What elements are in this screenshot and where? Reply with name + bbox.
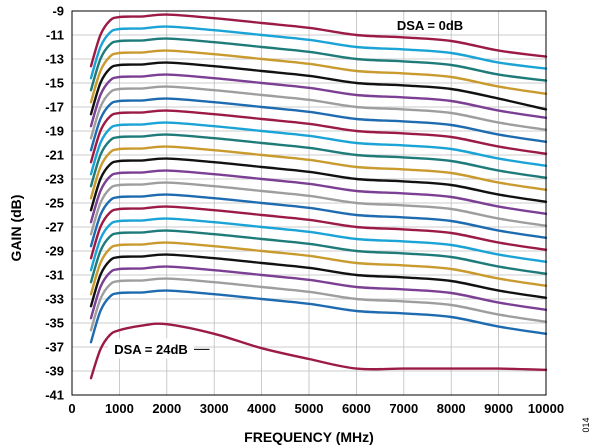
y-tick-label: -13 (45, 52, 64, 67)
x-tick-label: 9000 (484, 401, 513, 416)
x-tick-label: 1000 (105, 401, 134, 416)
x-tick-label: 4000 (247, 401, 276, 416)
series-line-dsa-2 (89, 37, 548, 92)
series-line-dsa-11 (89, 145, 548, 200)
y-tick-label: -41 (45, 388, 64, 403)
y-tick-label: -33 (45, 292, 64, 307)
x-tick-label: 2000 (152, 401, 181, 416)
series-line-dsa-0 (89, 13, 548, 68)
y-tick-labels: -9 -11 -13 -15 -17 -19 -21 -23 -25 -27 -29 -31 -33 -3… (45, 4, 64, 403)
series-line-dsa-4 (89, 61, 548, 116)
y-tick-label: -37 (45, 340, 64, 355)
y-tick-label: -11 (46, 28, 64, 43)
y-tick-label: -21 (45, 148, 64, 163)
series-line-dsa-7 (89, 97, 548, 152)
y-tick-label: -17 (45, 100, 64, 115)
figure-id: 014 (581, 417, 591, 432)
series-line-dsa-1 (89, 25, 548, 80)
series-line-dsa-18 (89, 229, 548, 284)
plot-frame (71, 10, 547, 396)
series-line-dsa-8 (89, 109, 548, 164)
series-line-dsa-13 (89, 169, 548, 224)
series-line-dsa-14 (89, 181, 548, 236)
series-group (89, 13, 548, 380)
series-line-dsa-6 (89, 85, 548, 140)
annotation-dsa-top: DSA = 0dB (397, 18, 463, 33)
x-tick-label: 3000 (200, 401, 229, 416)
y-tick-label: -15 (45, 76, 64, 91)
y-tick-label: -27 (45, 220, 64, 235)
y-tick-label: -23 (45, 172, 64, 187)
x-axis-label: FREQUENCY (MHz) (244, 429, 374, 445)
y-axis-label: GAIN (dB) (8, 195, 24, 262)
series-line-dsa-16 (89, 205, 548, 260)
series-line-dsa-5 (89, 73, 548, 128)
y-tick-label: -29 (45, 244, 64, 259)
annotation-dsa-bottom: DSA = 24dB (114, 342, 188, 357)
y-tick-label: -31 (45, 268, 64, 283)
series-line-dsa-23 (89, 289, 548, 344)
x-tick-label: 10000 (528, 401, 564, 416)
series-line-dsa-15 (89, 193, 548, 248)
series-line-dsa-12 (89, 157, 548, 212)
y-tick-label: -35 (45, 316, 64, 331)
series-line-dsa-24 (89, 322, 548, 380)
x-tick-label: 7000 (389, 401, 418, 416)
x-tick-label: 5000 (295, 401, 324, 416)
series-line-dsa-19 (89, 241, 548, 296)
series-line-dsa-21 (89, 265, 548, 320)
series-line-dsa-22 (89, 277, 548, 332)
series-line-dsa-10 (89, 133, 548, 188)
annotation-backing (108, 338, 194, 359)
annotations: DSA = 0dB DSA = 24dB (108, 18, 463, 359)
x-tick-label: 0 (68, 401, 75, 416)
series-line-dsa-17 (89, 217, 548, 272)
y-tick-label: -19 (45, 124, 64, 139)
series-line-dsa-20 (89, 253, 548, 308)
y-tick-label: -39 (45, 364, 64, 379)
x-tick-label: 6000 (342, 401, 371, 416)
y-tick-label: -9 (52, 4, 64, 19)
x-tick-labels: 0 1000 2000 3000 4000 5000 6000 7000 8000 9000 100… (68, 401, 564, 416)
y-tick-label: -25 (45, 196, 64, 211)
series-line-dsa-3 (89, 49, 548, 104)
series-line-dsa-9 (89, 121, 548, 176)
x-tick-label: 8000 (437, 401, 466, 416)
